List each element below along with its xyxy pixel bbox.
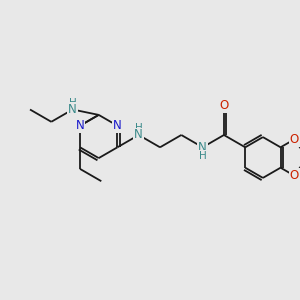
Text: H: H — [69, 98, 76, 108]
Text: O: O — [219, 99, 229, 112]
Text: N: N — [76, 119, 84, 132]
Text: O: O — [290, 133, 299, 146]
Text: N: N — [68, 103, 77, 116]
Text: H: H — [199, 151, 206, 161]
Text: N: N — [113, 119, 122, 132]
Text: O: O — [290, 169, 299, 182]
Text: N: N — [198, 141, 207, 154]
Text: N: N — [134, 128, 143, 142]
Text: H: H — [135, 123, 142, 134]
